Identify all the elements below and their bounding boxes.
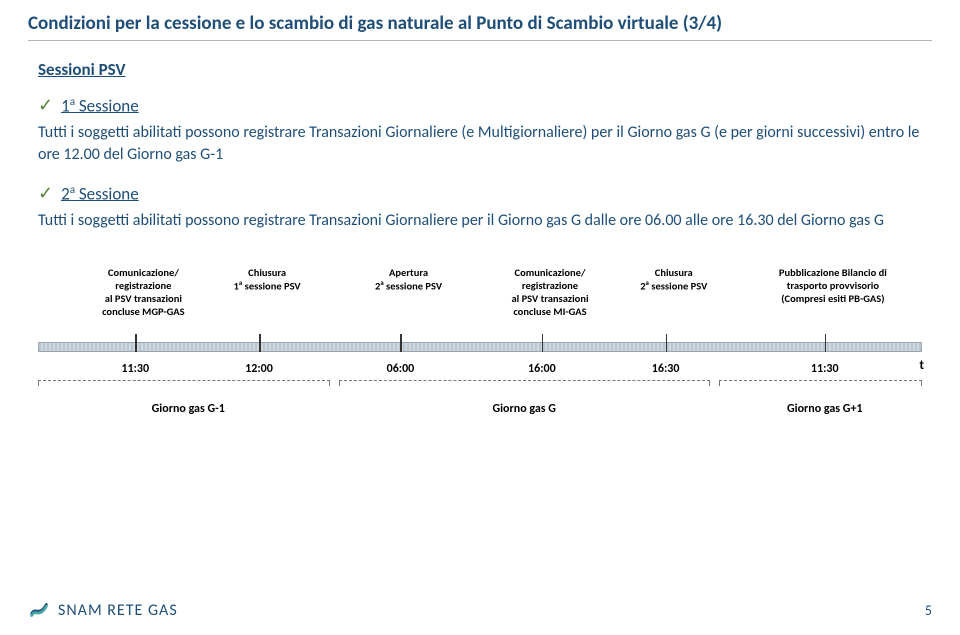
timeline-time: 16:00 [528, 362, 556, 376]
timeline-tick [259, 334, 261, 352]
page-number: 5 [925, 602, 932, 619]
timeline-time: 16:30 [652, 362, 680, 376]
logo-icon [28, 599, 50, 621]
check-icon: ✓ [38, 96, 53, 114]
timeline-tick [666, 334, 668, 352]
timeline-day-label: Giorno gas G+1 [787, 402, 863, 416]
session-1-label: 1a Sessione [61, 94, 139, 117]
timeline-t-label: t [919, 358, 924, 373]
timeline-time: 06:00 [387, 362, 415, 376]
session-2-label: 2a Sessione [61, 182, 139, 205]
title-underline [28, 40, 932, 41]
timeline-time: 11:30 [811, 362, 839, 376]
logo-text: SNAM RETE GAS [58, 601, 178, 620]
timeline-time: 12:00 [245, 362, 273, 376]
timeline-day-bracket [339, 380, 710, 386]
timeline-day-label: Giorno gas G-1 [152, 402, 225, 416]
timeline: Comunicazione/registrazioneal PSV transa… [38, 266, 922, 436]
timeline-time: 11:30 [121, 362, 149, 376]
check-icon: ✓ [38, 184, 53, 202]
timeline-tick [135, 334, 137, 352]
timeline-tick [400, 334, 402, 352]
timeline-day-label: Giorno gas G [492, 402, 555, 416]
session-2-body: Tutti i soggetti abilitati possono regis… [38, 210, 932, 232]
page-title: Condizioni per la cessione e lo scambio … [28, 12, 932, 36]
section-heading: Sessioni PSV [38, 59, 932, 80]
timeline-event-label: Chiusura1a sessione PSV [197, 266, 337, 293]
logo: SNAM RETE GAS [28, 599, 178, 621]
timeline-tick [542, 334, 544, 352]
timeline-event-label: Comunicazione/registrazioneal PSV transa… [480, 266, 620, 319]
session-2-heading: ✓ 2a Sessione [38, 182, 932, 205]
timeline-event-label: Comunicazione/registrazioneal PSV transa… [73, 266, 213, 319]
timeline-tick [825, 334, 827, 352]
timeline-bar [38, 342, 922, 352]
session-1-body: Tutti i soggetti abilitati possono regis… [38, 122, 932, 165]
timeline-day-bracket [719, 380, 922, 386]
session-1-heading: ✓ 1a Sessione [38, 94, 932, 117]
timeline-day-bracket [38, 380, 330, 386]
timeline-event-label: Apertura2a sessione PSV [339, 266, 479, 293]
footer: SNAM RETE GAS 5 [28, 599, 932, 621]
timeline-event-label: Pubblicazione Bilancio ditrasporto provv… [763, 266, 903, 305]
timeline-event-label: Chiusura2a sessione PSV [604, 266, 744, 293]
